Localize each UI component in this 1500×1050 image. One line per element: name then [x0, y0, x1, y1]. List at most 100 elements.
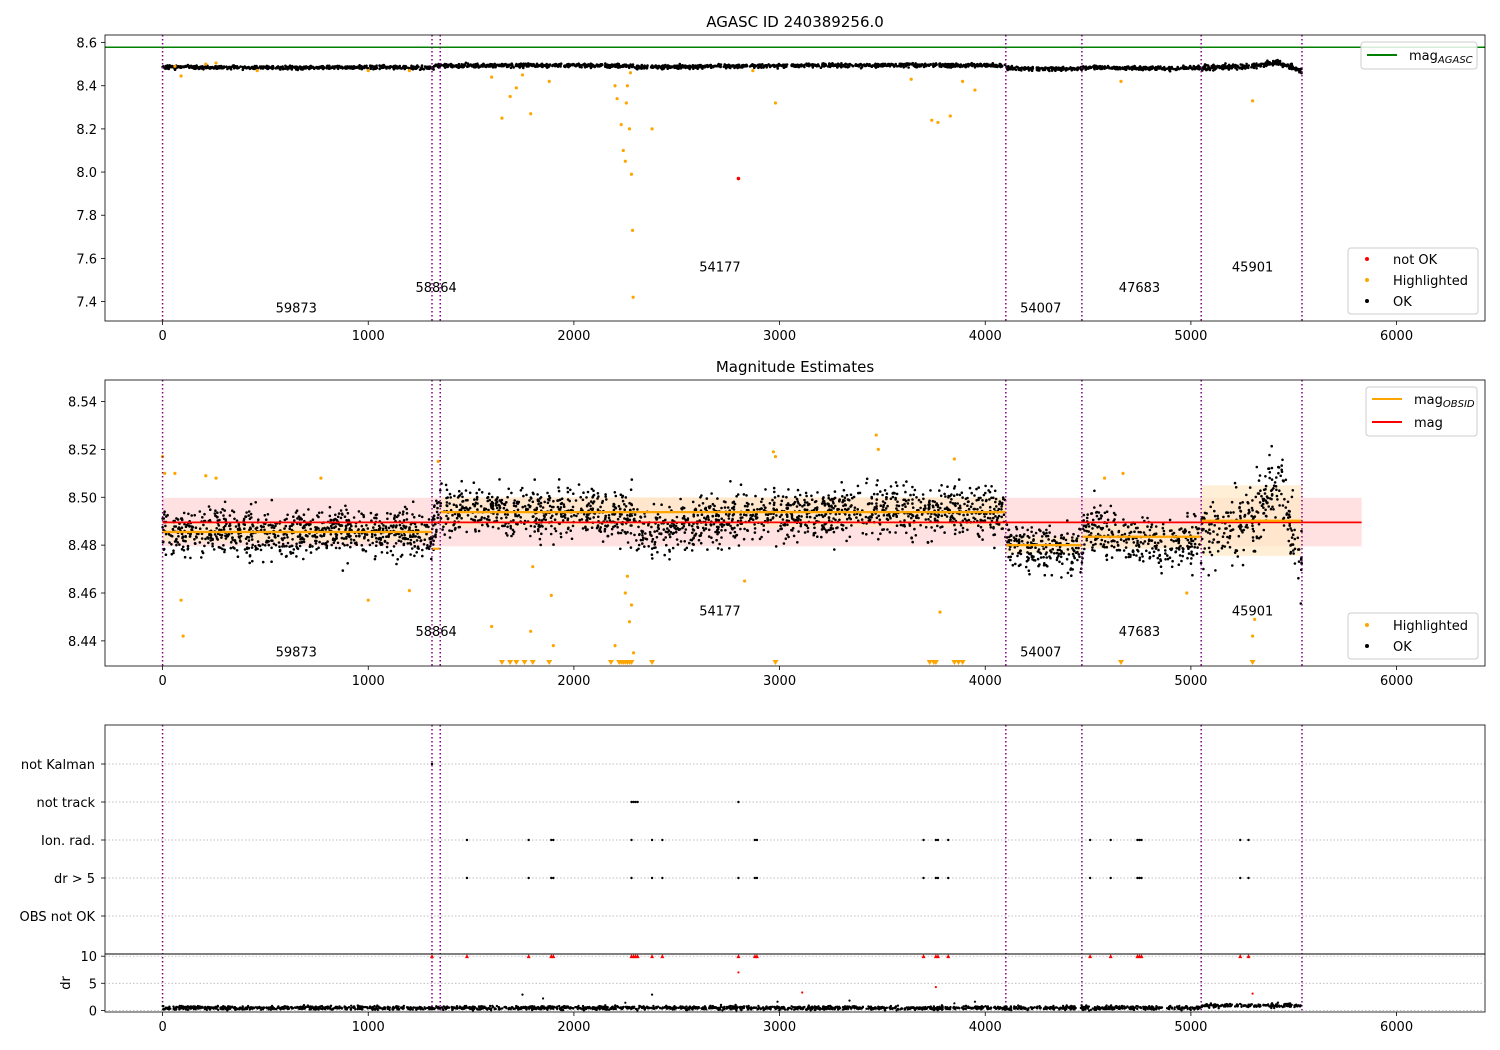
p1-ok-point [462, 63, 466, 66]
p2-ok-point [1009, 539, 1013, 542]
p2-ok-point [559, 532, 563, 535]
p2-ok-point [1263, 492, 1267, 495]
p1-ok-point [330, 66, 334, 69]
p2-ok-point [760, 500, 763, 504]
p2-ok-point [1168, 518, 1172, 522]
p1-ok-point [596, 65, 600, 68]
p2-ok-point [729, 524, 732, 528]
p2-ok-point [546, 501, 550, 505]
p2-ok-point [235, 541, 238, 545]
p2-ok-point [329, 533, 333, 536]
p1-ok-point [1294, 66, 1298, 70]
p2-ok-point [729, 480, 732, 483]
p2-ok-point [249, 526, 252, 529]
p2-ok-point [1153, 533, 1156, 536]
p2-ok-point [668, 533, 671, 536]
p2-ok-point [1093, 549, 1096, 553]
p2-ok-point [858, 491, 862, 495]
p2-ok-point [476, 519, 480, 522]
p2-ok-point [474, 501, 478, 505]
p2-ok-point [662, 528, 666, 531]
p1-highlighted-point [529, 112, 533, 116]
p1-ok-point [1000, 65, 1004, 68]
p2-ok-point [366, 527, 370, 530]
p2-ok-point [961, 526, 965, 530]
p2-ok-point [1160, 571, 1163, 575]
p2-ok-point [733, 526, 736, 530]
p2-ok-point [870, 502, 874, 505]
p2-ok-point [1153, 541, 1157, 544]
p2-ok-point [223, 550, 226, 554]
p2-ok-point [288, 527, 292, 531]
p2-ok-point [742, 537, 746, 541]
p2-ok-point [943, 507, 947, 511]
p1-ok-point [914, 64, 917, 68]
p2-ok-point [409, 553, 412, 556]
p1-ok-point [1276, 58, 1279, 62]
p2-ok-point [919, 500, 923, 504]
p1-highlighted-point [547, 79, 551, 84]
p1-ytick-label: 7.4 [76, 296, 97, 311]
p2-ok-point [821, 525, 825, 529]
p2-ok-point [1164, 558, 1167, 561]
p2-ok-point [566, 486, 569, 490]
p1-ok-point [895, 64, 899, 68]
p2-ok-point [302, 557, 305, 561]
p2-ok-point [1281, 504, 1285, 507]
p2-ok-point [229, 546, 233, 550]
p2-ok-point [556, 505, 560, 509]
p1-ok-point [420, 67, 423, 70]
p1-ok-point [1255, 67, 1258, 70]
p1-ok-point [1115, 67, 1118, 70]
p2-ok-point [1008, 548, 1011, 551]
p1-ok-point [1135, 66, 1138, 70]
p1-ok-point [702, 65, 706, 69]
p2-ok-point [305, 549, 308, 552]
p2-ok-point [951, 502, 955, 505]
p1-ok-point [409, 66, 412, 70]
p2-ok-point [406, 537, 410, 541]
p2-ok-point [653, 540, 657, 544]
p2-ok-point [810, 498, 814, 502]
p2-ok-point [392, 545, 396, 548]
p1-ok-point [1144, 68, 1147, 71]
p2-ok-point [995, 505, 998, 508]
p2-ok-point [548, 498, 551, 502]
p1-ok-point [574, 64, 577, 68]
p1-ok-point [887, 62, 891, 66]
p1-legend-marker [1365, 278, 1369, 282]
p1-highlighted-point [650, 127, 654, 131]
p1-highlighted-point [204, 62, 208, 66]
p1-ok-point [532, 63, 536, 67]
p2-ok-point [1060, 533, 1064, 537]
p2-ok-point [495, 504, 498, 507]
p2-ok-point [1081, 557, 1084, 560]
p2-ok-point [1117, 529, 1121, 533]
p2-ok-point [1186, 511, 1189, 515]
p2-ok-point [385, 545, 389, 549]
p2-ok-point [251, 559, 254, 563]
p2-ok-point [729, 531, 732, 535]
p2-ok-point [836, 526, 839, 529]
p1-ok-point [1010, 64, 1014, 68]
p2-ok-point [940, 514, 944, 518]
p2-ok-point [563, 516, 567, 519]
p2-ok-point [756, 508, 759, 511]
p2-ok-point [1199, 561, 1203, 565]
p2-ok-point [785, 495, 788, 499]
p2-ok-point [265, 540, 269, 544]
p2-ok-point [1011, 552, 1014, 556]
p2-ok-point [1093, 523, 1096, 527]
p2-ok-point [596, 497, 599, 500]
p2-ok-point [778, 515, 782, 519]
p2-ok-point [848, 513, 851, 517]
p2-ok-point [1080, 561, 1084, 564]
p2-ok-point [427, 518, 431, 521]
p1-ok-point [599, 64, 602, 67]
p1-ok-point [296, 66, 300, 70]
p1-ok-point [953, 63, 957, 67]
p2-ok-point [1177, 563, 1181, 566]
p1-ok-point [378, 64, 381, 67]
p1-ok-point [232, 64, 236, 67]
p2-ok-point [1287, 516, 1290, 519]
